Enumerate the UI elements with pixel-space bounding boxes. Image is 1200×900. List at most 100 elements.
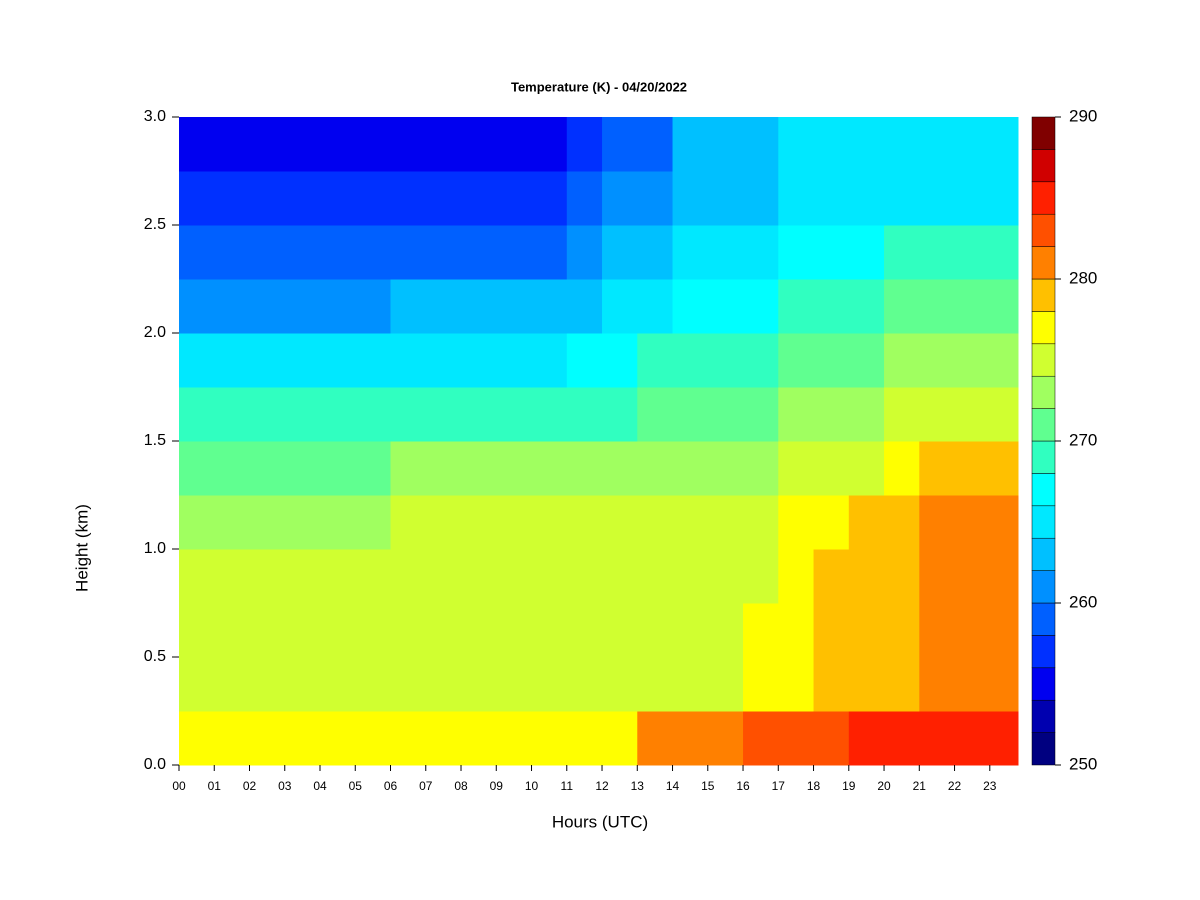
heat-cell bbox=[778, 657, 815, 712]
heat-cell bbox=[919, 171, 956, 226]
heat-cell bbox=[637, 387, 674, 442]
x-tick-label: 16 bbox=[736, 779, 750, 793]
heat-cell bbox=[320, 171, 356, 226]
heat-cell bbox=[989, 225, 1019, 280]
heat-cell bbox=[320, 333, 356, 388]
heat-cell bbox=[602, 441, 638, 496]
heat-cell bbox=[214, 117, 251, 172]
x-tick-label: 15 bbox=[701, 779, 715, 793]
heat-cell bbox=[778, 171, 815, 226]
heat-cell bbox=[989, 549, 1019, 604]
heat-cell bbox=[743, 279, 779, 334]
x-tick-label: 00 bbox=[172, 779, 186, 793]
heat-cell bbox=[637, 711, 674, 766]
heat-cell bbox=[848, 657, 885, 712]
colorbar-band bbox=[1031, 181, 1056, 215]
y-axis-label: Height (km) bbox=[72, 504, 91, 592]
heat-cell bbox=[884, 657, 920, 712]
heat-cell bbox=[496, 657, 533, 712]
heat-cell bbox=[813, 387, 850, 442]
heat-cell bbox=[602, 657, 638, 712]
heat-cell bbox=[884, 711, 920, 766]
heat-cell bbox=[566, 441, 603, 496]
heat-cell bbox=[989, 333, 1019, 388]
x-tick-label: 06 bbox=[384, 779, 398, 793]
heat-cell bbox=[284, 279, 321, 334]
heat-cell bbox=[919, 117, 956, 172]
heat-cell bbox=[989, 387, 1019, 442]
heat-cell bbox=[531, 711, 568, 766]
heat-cell bbox=[390, 657, 427, 712]
heat-cell bbox=[496, 603, 533, 658]
heat-cell bbox=[355, 441, 392, 496]
heat-cell bbox=[707, 657, 744, 712]
heat-cell bbox=[461, 225, 497, 280]
x-tick-label: 20 bbox=[877, 779, 891, 793]
heat-cell bbox=[637, 171, 674, 226]
colorbar-band bbox=[1031, 116, 1056, 150]
heat-cell bbox=[566, 225, 603, 280]
heat-cell bbox=[954, 657, 991, 712]
heat-cell bbox=[743, 117, 779, 172]
heat-cell bbox=[461, 117, 497, 172]
colorbar-band bbox=[1031, 213, 1056, 247]
heat-cell bbox=[989, 711, 1019, 766]
heat-cell bbox=[919, 225, 956, 280]
x-tick-label: 09 bbox=[490, 779, 504, 793]
heat-cell bbox=[531, 225, 568, 280]
heat-cell bbox=[214, 441, 251, 496]
heat-cell bbox=[355, 549, 392, 604]
x-tick-label: 10 bbox=[525, 779, 539, 793]
heat-cell bbox=[848, 333, 885, 388]
heat-cell bbox=[919, 657, 956, 712]
heat-cell bbox=[425, 441, 462, 496]
heat-cell bbox=[425, 603, 462, 658]
heat-cell bbox=[425, 171, 462, 226]
heat-cell bbox=[884, 171, 920, 226]
heat-cell bbox=[778, 333, 815, 388]
heat-cell bbox=[954, 333, 991, 388]
x-tick-label: 05 bbox=[349, 779, 363, 793]
x-tick-label: 14 bbox=[666, 779, 680, 793]
heat-cell bbox=[637, 603, 674, 658]
x-tick-label: 22 bbox=[948, 779, 962, 793]
heat-cell bbox=[355, 333, 392, 388]
heat-cell bbox=[672, 711, 709, 766]
heat-cell bbox=[989, 117, 1019, 172]
heat-cell bbox=[214, 225, 251, 280]
heat-cell bbox=[179, 387, 215, 442]
heat-cell bbox=[743, 603, 779, 658]
heat-cell bbox=[566, 549, 603, 604]
heat-cell bbox=[461, 495, 497, 550]
heat-cell bbox=[320, 603, 356, 658]
heat-cell bbox=[637, 441, 674, 496]
colorbar-tick-label: 250 bbox=[1069, 754, 1097, 773]
heat-cell bbox=[461, 549, 497, 604]
heat-cell bbox=[496, 225, 533, 280]
heat-cell bbox=[954, 171, 991, 226]
colorbar-band bbox=[1031, 570, 1056, 604]
colorbar-tick-label: 270 bbox=[1069, 430, 1097, 449]
heat-cell bbox=[461, 657, 497, 712]
heat-cell bbox=[390, 549, 427, 604]
heat-cell bbox=[179, 711, 215, 766]
heat-cell bbox=[355, 603, 392, 658]
heat-cell bbox=[848, 279, 885, 334]
heat-cell bbox=[284, 333, 321, 388]
heat-cell bbox=[179, 171, 215, 226]
x-tick-label: 13 bbox=[631, 779, 645, 793]
heat-cell bbox=[214, 657, 251, 712]
heat-cell bbox=[249, 711, 286, 766]
x-tick-label: 08 bbox=[454, 779, 468, 793]
heat-cell bbox=[355, 117, 392, 172]
heat-cell bbox=[989, 495, 1019, 550]
heat-cell bbox=[602, 549, 638, 604]
heat-cell bbox=[425, 225, 462, 280]
heat-cell bbox=[778, 117, 815, 172]
heat-cell bbox=[496, 711, 533, 766]
heat-cell bbox=[320, 711, 356, 766]
heat-cell bbox=[355, 225, 392, 280]
heat-cell bbox=[214, 549, 251, 604]
heat-cell bbox=[425, 387, 462, 442]
